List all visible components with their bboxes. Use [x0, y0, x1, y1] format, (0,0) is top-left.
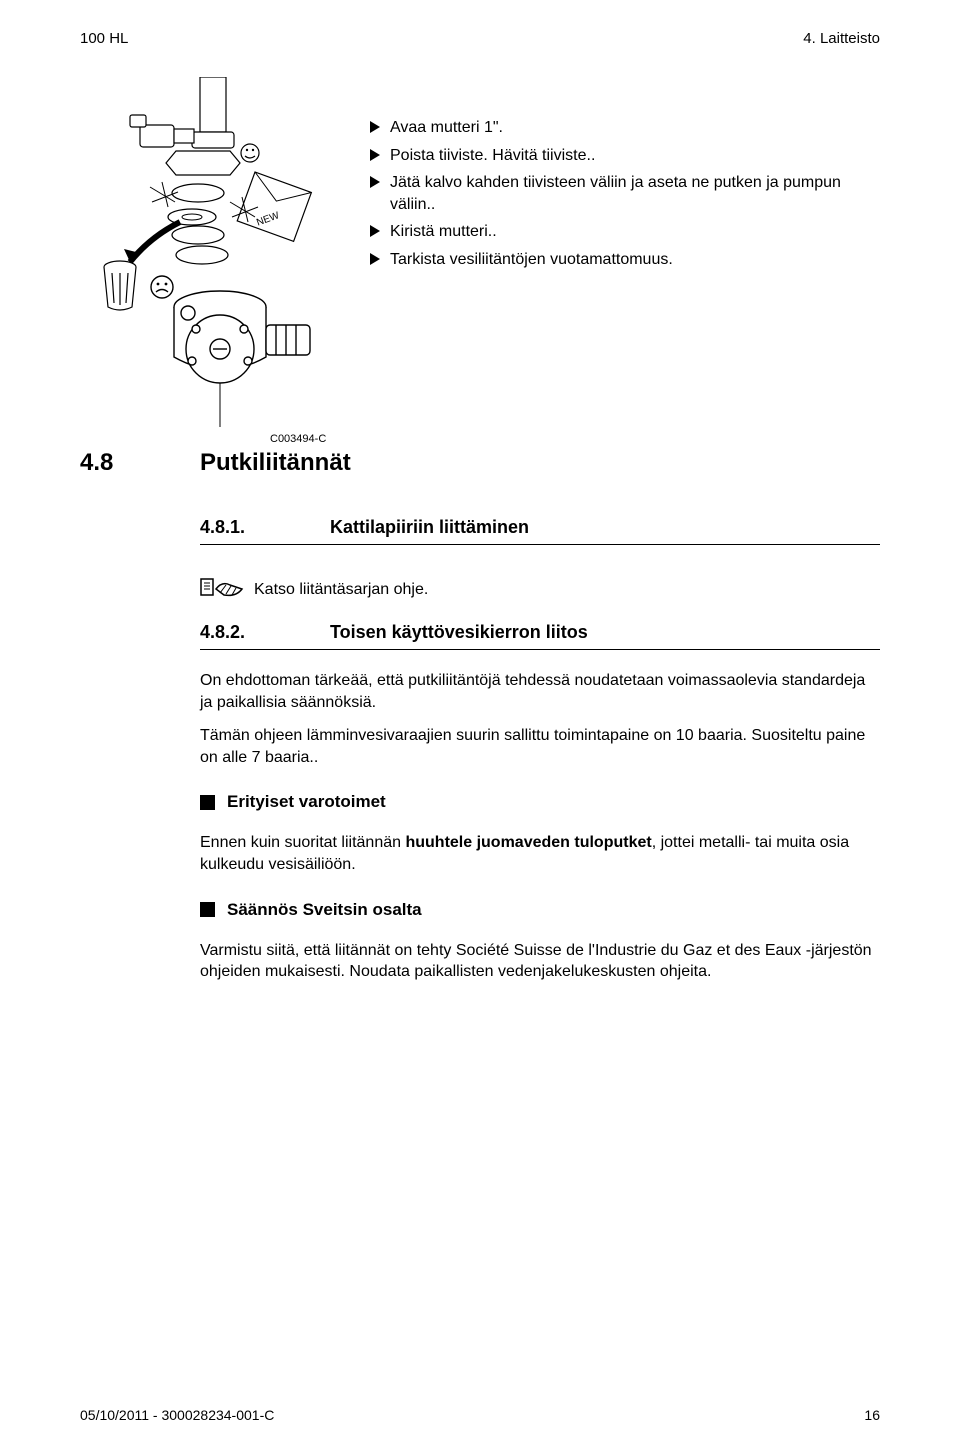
square-heading: Säännös Sveitsin osalta: [200, 900, 880, 920]
bullet-text: Avaa mutteri 1".: [390, 117, 503, 139]
bullet-item: Kiristä mutteri..: [370, 221, 880, 243]
section-number: 4.8: [80, 449, 200, 477]
illustration-block: NEW: [80, 77, 880, 437]
section-title: Putkiliitännät: [200, 449, 351, 477]
bullet-item: Jätä kalvo kahden tiivisteen väliin ja a…: [370, 172, 880, 215]
image-code: C003494-C: [270, 433, 880, 445]
section-heading: 4.8 Putkiliitännät: [80, 449, 880, 477]
paragraph: Ennen kuin suoritat liitännän huuhtele j…: [200, 832, 880, 875]
text-run: Ennen kuin suoritat liitännän: [200, 834, 405, 851]
book-hand-icon: [200, 575, 244, 604]
subsection-number: 4.8.1.: [200, 517, 330, 538]
subsection-title: Toisen käyttövesikierron liitos: [330, 622, 588, 643]
bullet-list: Avaa mutteri 1". Poista tiiviste. Hävitä…: [360, 77, 880, 277]
bullet-item: Tarkista vesiliitäntöjen vuotamattomuus.: [370, 249, 880, 271]
triangle-icon: [370, 176, 380, 188]
triangle-icon: [370, 121, 380, 133]
paragraph: Tämän ohjeen lämminvesivaraajien suurin …: [200, 725, 880, 768]
paragraph: Varmistu siitä, että liitännät on tehty …: [200, 940, 880, 983]
page-footer: 05/10/2011 - 300028234-001-C 16: [80, 1407, 880, 1423]
bullet-text: Tarkista vesiliitäntöjen vuotamattomuus.: [390, 249, 673, 271]
triangle-icon: [370, 253, 380, 265]
subsection-heading: 4.8.2. Toisen käyttövesikierron liitos: [200, 622, 880, 650]
footer-left: 05/10/2011 - 300028234-001-C: [80, 1407, 274, 1423]
subsection-block: 4.8.1. Kattilapiiriin liittäminen Katso …: [200, 517, 880, 983]
footer-page-number: 16: [864, 1407, 880, 1423]
bullet-text: Kiristä mutteri..: [390, 221, 497, 243]
header-left: 100 HL: [80, 30, 128, 47]
bullet-text: Jätä kalvo kahden tiivisteen väliin ja a…: [390, 172, 880, 215]
square-title: Erityiset varotoimet: [227, 792, 386, 812]
paragraph: On ehdottoman tärkeää, että putkiliitänt…: [200, 670, 880, 713]
square-heading: Erityiset varotoimet: [200, 792, 880, 812]
triangle-icon: [370, 225, 380, 237]
subsection-number: 4.8.2.: [200, 622, 330, 643]
bullet-text: Poista tiiviste. Hävitä tiiviste..: [390, 145, 595, 167]
bullet-item: Poista tiiviste. Hävitä tiiviste..: [370, 145, 880, 167]
text-bold: huuhtele juomaveden tuloputket: [405, 834, 651, 851]
note-line: Katso liitäntäsarjan ohje.: [200, 575, 880, 604]
page-header: 100 HL 4. Laitteisto: [80, 30, 880, 47]
square-title: Säännös Sveitsin osalta: [227, 900, 422, 920]
triangle-icon: [370, 149, 380, 161]
bullet-item: Avaa mutteri 1".: [370, 117, 880, 139]
note-text: Katso liitäntäsarjan ohje.: [254, 581, 428, 599]
subsection-title: Kattilapiiriin liittäminen: [330, 517, 529, 538]
square-icon: [200, 795, 215, 810]
square-icon: [200, 902, 215, 917]
technical-illustration: NEW: [80, 77, 360, 437]
header-right: 4. Laitteisto: [803, 30, 880, 47]
subsection-heading: 4.8.1. Kattilapiiriin liittäminen: [200, 517, 880, 545]
